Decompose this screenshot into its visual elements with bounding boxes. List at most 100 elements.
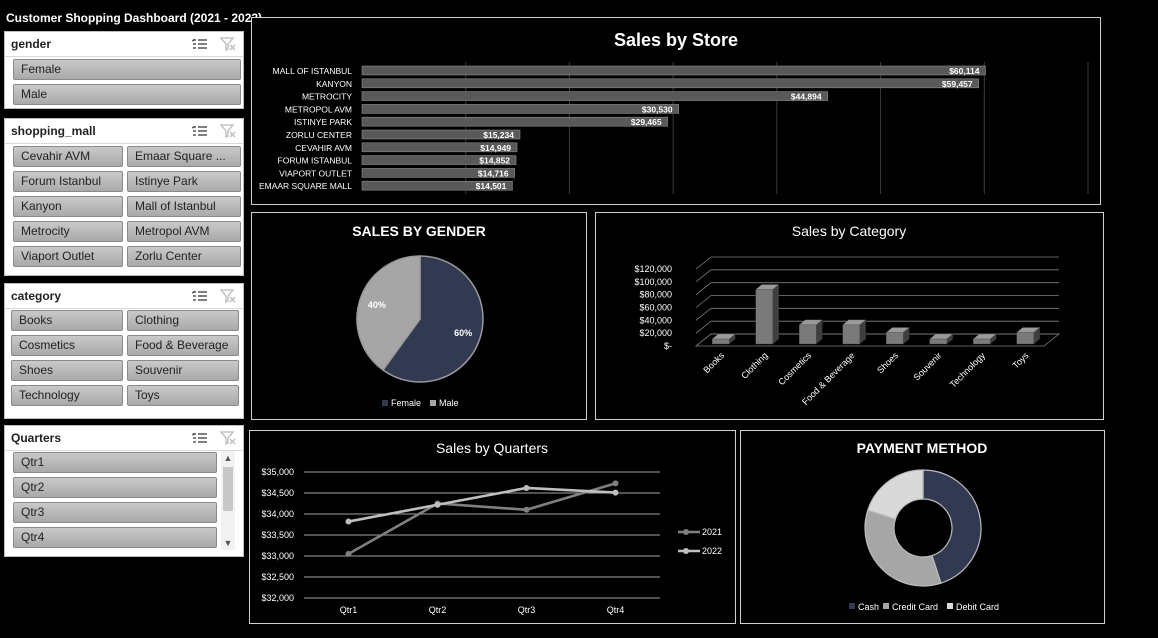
payment-method-chart: PAYMENT METHOD Cash Credit Card Debit Card: [849, 440, 999, 612]
slicer-item-male[interactable]: Male: [13, 84, 241, 105]
y-tick-label: $60,000: [639, 303, 672, 313]
y-tick-label: $100,000: [634, 277, 672, 287]
data-label: $14,949: [480, 143, 511, 153]
column-top-toys: [1016, 327, 1041, 333]
series-line-2021: [347, 482, 616, 556]
slicer-item-books[interactable]: Books: [11, 310, 123, 331]
data-label: $29,465: [631, 117, 662, 127]
data-label: $14,501: [476, 181, 507, 191]
chart-title: PAYMENT METHOD: [857, 440, 988, 456]
slicer-item-metrocity[interactable]: Metrocity: [13, 221, 123, 242]
y-tick-label: $35,000: [261, 467, 294, 477]
multi-select-icon[interactable]: [191, 123, 209, 139]
legend-label: 2022: [702, 546, 722, 556]
slicer-header: gender: [5, 32, 243, 56]
column-side-clothing: [772, 284, 779, 345]
x-tick-label: Qtr2: [429, 605, 447, 615]
slicer-item-forum-istanbul[interactable]: Forum Istanbul: [13, 171, 123, 192]
y-tick-label: $20,000: [639, 328, 672, 338]
slicer-item-mall-of-istanbul[interactable]: Mall of Istanbul: [127, 196, 241, 217]
legend-label: Credit Card: [892, 602, 938, 612]
y-tick-label: $32,500: [261, 572, 294, 582]
chart-title: Sales by Quarters: [436, 440, 548, 456]
slicer-item-zorlu-center[interactable]: Zorlu Center: [127, 246, 241, 267]
bar-forum-istanbul: [361, 155, 517, 165]
legend-swatch-debit-card: [947, 603, 953, 609]
scroll-thumb[interactable]: [223, 467, 233, 511]
slicer-category: category Books Clothing Cosmetics Food &…: [4, 283, 244, 419]
y-tick-label: $80,000: [639, 290, 672, 300]
multi-select-icon[interactable]: [191, 430, 209, 446]
pie-slice-male: [356, 255, 421, 372]
slicer-item-clothing[interactable]: Clothing: [127, 310, 239, 331]
gridline-depth: [695, 282, 712, 295]
column-food-beverage: [842, 324, 860, 345]
column-clothing: [755, 289, 773, 345]
slicer-item-qtr3[interactable]: Qtr3: [13, 502, 217, 523]
clear-filter-icon[interactable]: [219, 36, 237, 52]
slicer-item-souvenir[interactable]: Souvenir: [127, 360, 239, 381]
column-cosmetics: [799, 324, 817, 345]
data-label: $15,234: [483, 130, 514, 140]
x-tick-label: Toys: [1011, 350, 1032, 371]
category-label: FORUM ISTANBUL: [278, 156, 353, 166]
data-label: $59,457: [942, 79, 973, 89]
slicer-item-qtr2[interactable]: Qtr2: [13, 477, 217, 498]
series-point-2021: [523, 506, 530, 513]
bar-cevahir-avm: [361, 142, 518, 153]
y-tick-label: $-: [664, 341, 672, 351]
slicer-item-cevahir-avm[interactable]: Cevahir AVM: [13, 146, 123, 167]
multi-select-icon[interactable]: [191, 36, 209, 52]
gridline-depth: [695, 269, 712, 283]
bar-istinye-park: [361, 116, 668, 127]
slicer-item-shoes[interactable]: Shoes: [11, 360, 123, 381]
slicer-item-viaport-outlet[interactable]: Viaport Outlet: [13, 246, 123, 267]
x-tick-label: Qtr1: [340, 605, 358, 615]
x-tick-label: Clothing: [739, 350, 769, 380]
clear-filter-icon[interactable]: [219, 288, 237, 304]
slicer-item-cosmetics[interactable]: Cosmetics: [11, 335, 123, 356]
y-tick-label: $34,000: [261, 509, 294, 519]
scroll-down-icon[interactable]: ▼: [223, 538, 233, 548]
slicer-item-food-beverage[interactable]: Food & Beverage: [127, 335, 239, 356]
multi-select-icon[interactable]: [191, 288, 209, 304]
column-top-books: [711, 333, 736, 340]
column-top-shoes: [885, 327, 910, 333]
slicer-scrollbar[interactable]: ▲ ▼: [221, 451, 235, 550]
y-tick-label: $33,000: [261, 551, 294, 561]
sales-by-category-chart: Sales by Category $- $20,000 $40,000 $60,000…: [634, 223, 1061, 407]
column-toys: [1016, 332, 1034, 345]
slicer-item-metropol-avm[interactable]: Metropol AVM: [127, 221, 241, 242]
bar-emaar-square-mall: [361, 180, 513, 191]
slicer-item-qtr4[interactable]: Qtr4: [13, 527, 217, 548]
slicer-title: category: [11, 289, 62, 303]
legend-label: Cash: [858, 602, 879, 612]
slicer-item-toys[interactable]: Toys: [127, 385, 239, 406]
bar-zorlu-center: [361, 129, 521, 140]
gridline-depth: [695, 256, 712, 270]
clear-filter-icon[interactable]: [219, 430, 237, 446]
sales-by-store-chart: Sales by Store MALL OF ISTANBUL $60,114 KAN…: [259, 30, 1089, 194]
chart-floor: [694, 333, 1061, 347]
slicer-item-qtr1[interactable]: Qtr1: [13, 452, 217, 473]
series-point-2022: [523, 484, 530, 491]
slicer-item-emaar-square[interactable]: Emaar Square ...: [127, 146, 241, 167]
legend-swatch-cash: [849, 603, 855, 609]
slicer-item-istinye-park[interactable]: Istinye Park: [127, 171, 241, 192]
gridline-depth: [695, 295, 712, 308]
slicer-title: Quarters: [11, 431, 62, 445]
category-label: MALL OF ISTANBUL: [273, 66, 353, 76]
x-tick-label: Cosmetics: [776, 350, 813, 387]
slicer-item-female[interactable]: Female: [13, 59, 241, 80]
clear-filter-icon[interactable]: [219, 123, 237, 139]
slicer-quarters: Quarters Qtr1 Qtr2 Qtr3 Qtr4 ▲ ▼: [4, 425, 244, 557]
slicer-item-kanyon[interactable]: Kanyon: [13, 196, 123, 217]
bar-viaport-outlet: [361, 168, 515, 178]
series-point-2021: [345, 550, 352, 557]
panel-payment-method: PAYMENT METHOD Cash Credit Card Debit Card: [740, 430, 1105, 624]
legend-label: Debit Card: [956, 602, 999, 612]
slicer-item-technology[interactable]: Technology: [11, 385, 123, 406]
data-label: $14,716: [478, 168, 509, 178]
scroll-up-icon[interactable]: ▲: [223, 453, 233, 463]
chart-title: Sales by Store: [614, 30, 738, 50]
